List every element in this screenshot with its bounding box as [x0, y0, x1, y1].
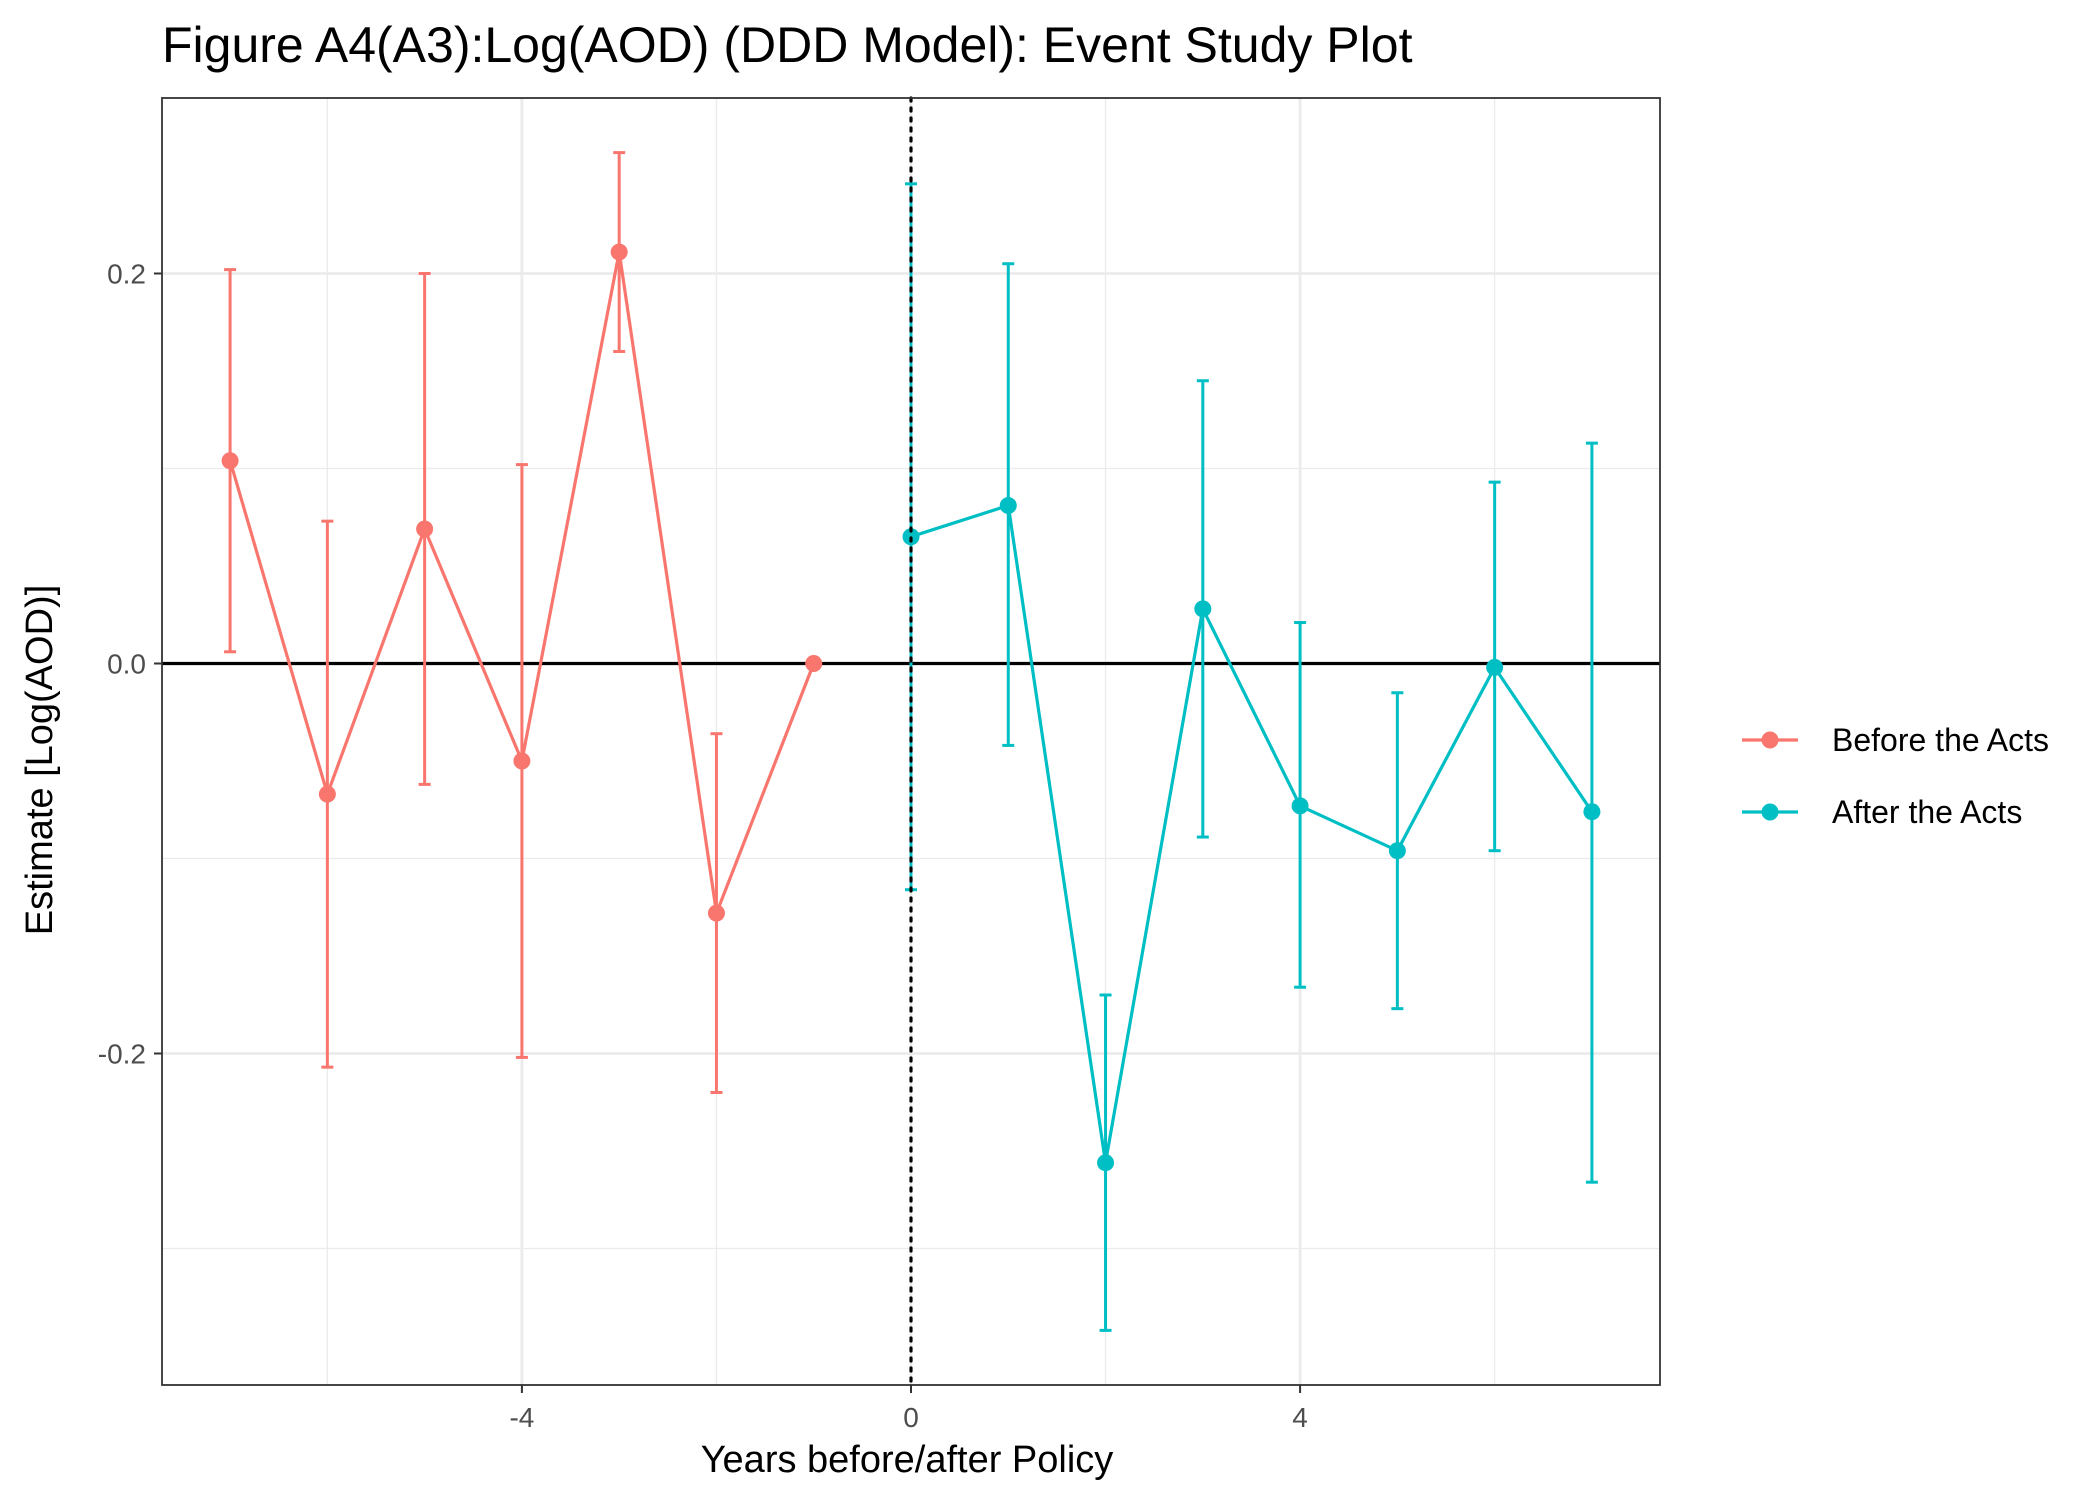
data-point [1194, 600, 1212, 618]
legend-item-after-the-acts: After the Acts [1742, 794, 2022, 830]
plot-data [162, 96, 1660, 1387]
y-axis-title: Estimate [Log(AOD)] [19, 585, 61, 936]
data-point [221, 452, 239, 470]
x-tick-label: 0 [903, 1402, 919, 1433]
legend-item-before-the-acts: Before the Acts [1742, 722, 2049, 758]
data-point [513, 752, 531, 770]
data-point [1388, 842, 1406, 860]
legend-key-point [1761, 803, 1779, 821]
data-point [999, 497, 1017, 515]
data-point [805, 655, 823, 672]
y-tick-label: 0.0 [107, 649, 146, 680]
data-point [416, 520, 434, 538]
data-point [707, 904, 725, 922]
axes: -4 0 4 -0.2 0.0 0.2 [98, 97, 1661, 1433]
chart-title: Figure A4(A3):Log(AOD) (DDD Model): Even… [162, 17, 1413, 73]
data-point [1097, 1154, 1115, 1172]
legend-key-point [1761, 731, 1779, 749]
series-after-the-acts [902, 182, 1601, 1332]
x-tick-label: 4 [1292, 1402, 1308, 1433]
y-tick-label: 0.2 [107, 259, 146, 290]
legend-label: Before the Acts [1832, 722, 2049, 758]
data-point [610, 243, 628, 261]
legend: Before the Acts After the Acts [1742, 722, 2049, 830]
series-before-the-acts [221, 151, 823, 1094]
x-tick-label: -4 [509, 1402, 534, 1433]
data-point [318, 785, 336, 803]
series-line [910, 503, 1594, 1165]
data-point [1486, 658, 1504, 676]
y-tick-label: -0.2 [98, 1039, 146, 1070]
data-point [1583, 803, 1601, 821]
x-axis-title: Years before/after Policy [701, 1439, 1114, 1481]
data-point [1291, 797, 1309, 815]
legend-label: After the Acts [1832, 794, 2022, 830]
